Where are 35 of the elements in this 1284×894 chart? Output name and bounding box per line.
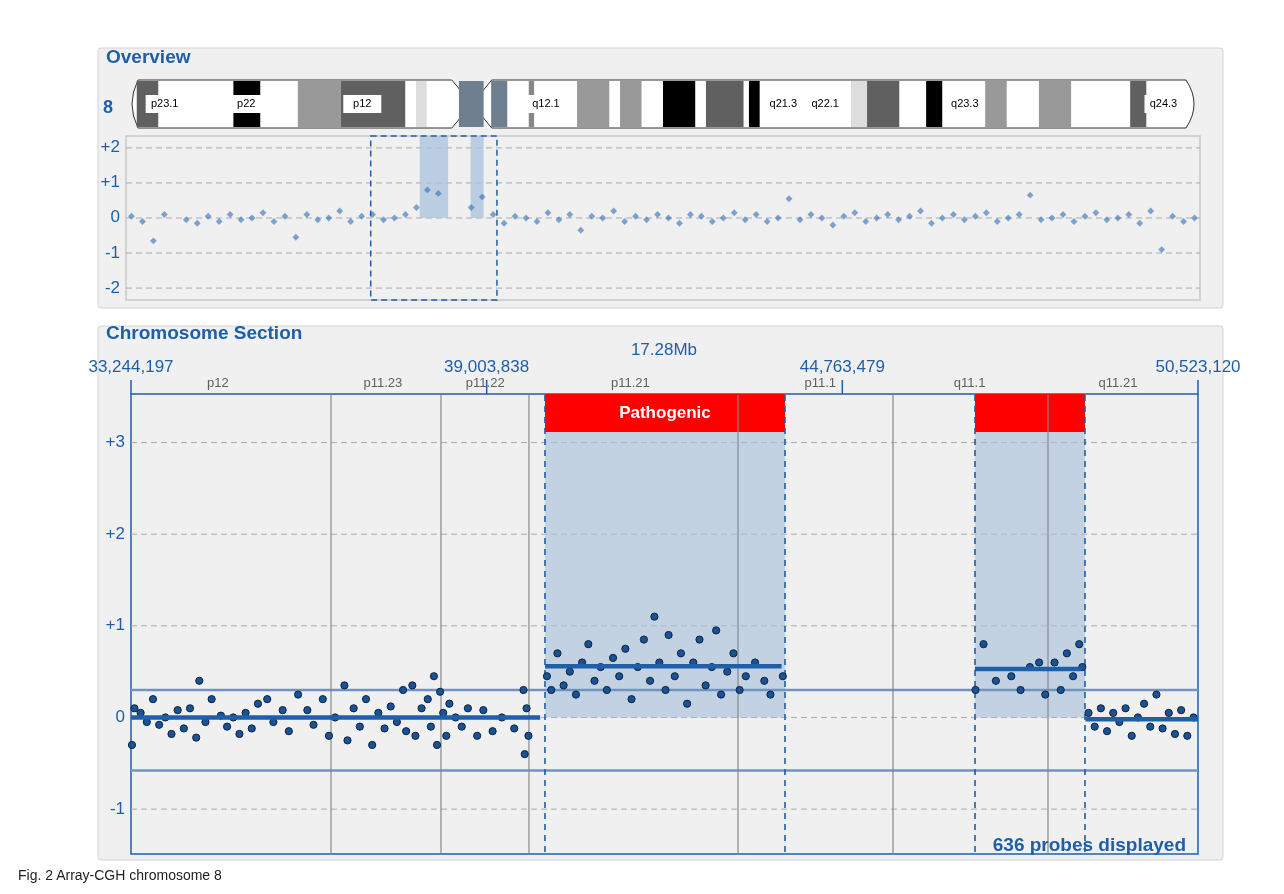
text: q21.3 [769, 96, 798, 109]
chart-title: Chromosome Section [106, 322, 303, 344]
text: p11.1 [804, 375, 837, 391]
text: p11.21 [610, 375, 650, 391]
text: q12.1 [532, 96, 560, 109]
x-tick-label: 33,244,197 [88, 357, 174, 377]
y-tick-label: -1 [104, 242, 120, 262]
x-tick-label: 44,763,479 [799, 357, 885, 377]
text: p12 [207, 375, 229, 391]
y-tick-label: +1 [100, 172, 120, 192]
text: q11.1 [953, 375, 986, 391]
y-tick-label: -1 [109, 798, 125, 818]
text: p22 [237, 96, 256, 109]
x-tick-label: 50,523,120 [1155, 357, 1241, 377]
text: q23.3 [951, 96, 979, 109]
text: p12 [353, 96, 372, 109]
text: p23.1 [150, 96, 179, 109]
y-tick-label: +1 [105, 615, 125, 635]
y-tick-label: 0 [115, 706, 125, 726]
text: q11.21 [1098, 375, 1138, 391]
text: 17.28Mb [630, 340, 698, 360]
y-tick-label: +2 [100, 137, 120, 157]
text: q22.1 [811, 96, 839, 109]
annotation: 636 probes displayed [992, 834, 1186, 856]
y-tick-label: +3 [105, 432, 125, 452]
y-tick-label: -2 [104, 277, 120, 297]
text: q24.3 [1149, 96, 1178, 109]
caption: Fig. 2 Array-CGH chromosome 8 [18, 866, 223, 883]
band-label: Pathogenic [619, 403, 711, 423]
x-tick-label: 39,003,838 [444, 357, 530, 377]
y-tick-label: +2 [105, 523, 125, 543]
y-tick-label: 0 [110, 207, 120, 227]
text: p11.23 [363, 375, 403, 391]
text: 8 [102, 96, 114, 117]
chart-title: Overview [106, 46, 191, 68]
